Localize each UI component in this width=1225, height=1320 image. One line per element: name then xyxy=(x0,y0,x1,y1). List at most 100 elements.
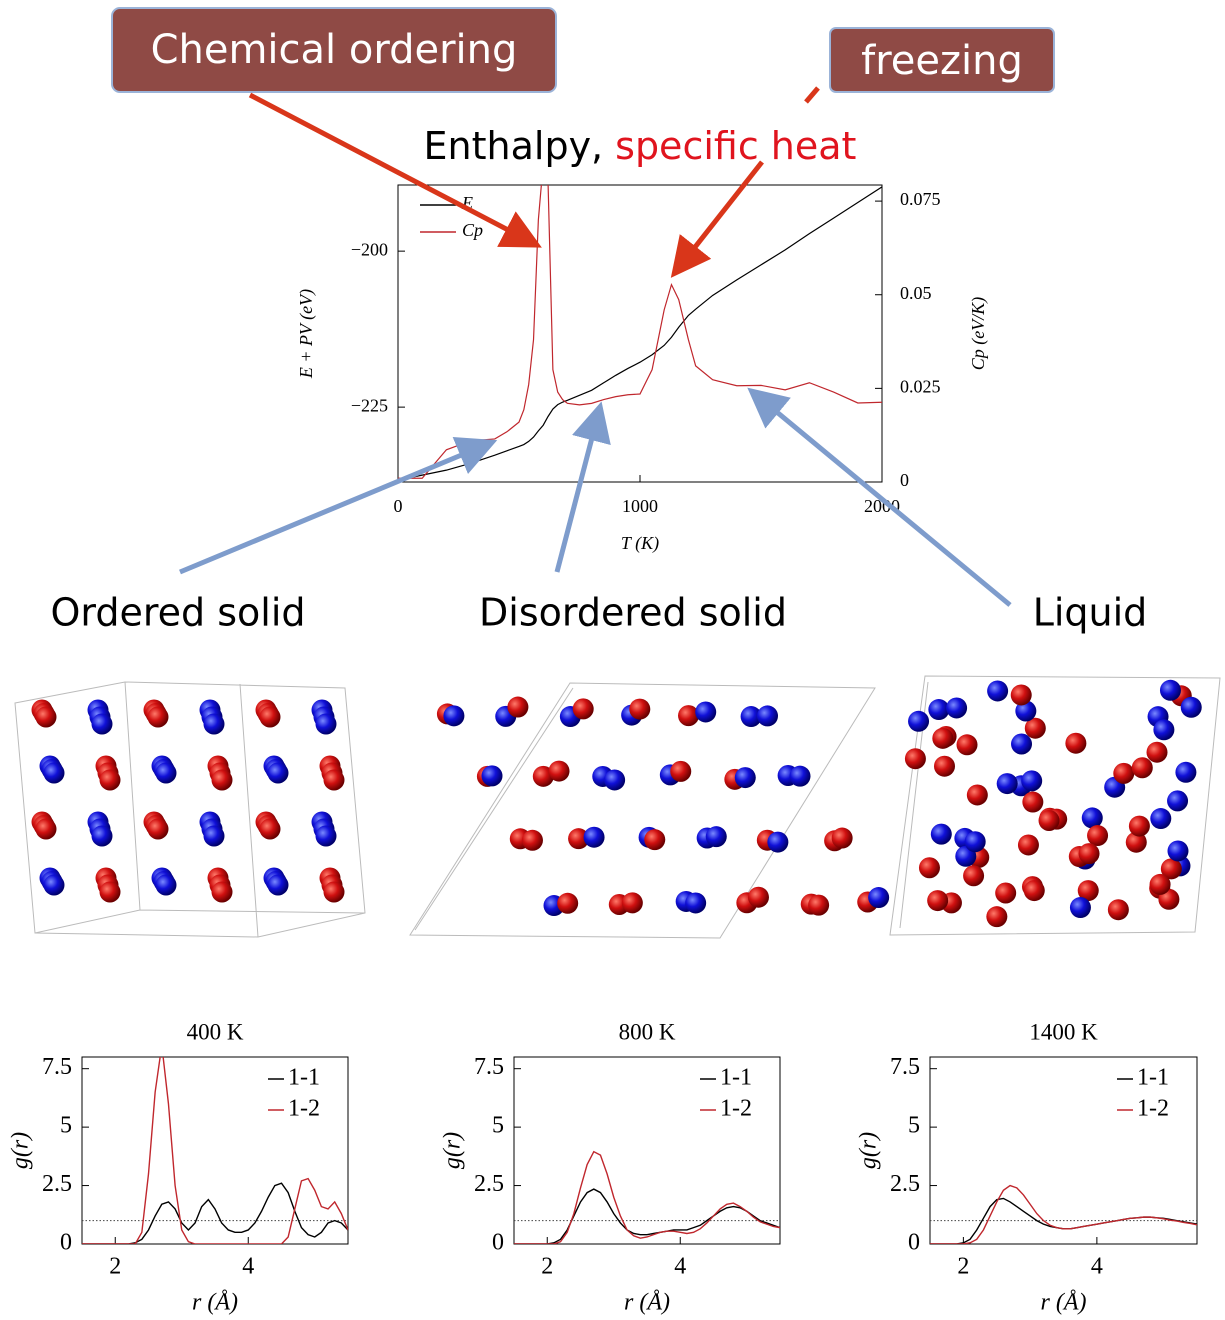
y-axis-label: g(r) xyxy=(856,1132,882,1169)
atom xyxy=(35,706,57,728)
atom xyxy=(1125,831,1147,853)
atom xyxy=(964,831,986,853)
chart: 2 4 0 2.5 5 7.5 1-1 1-2 1400 K r (Å) g(r) xyxy=(856,1019,1198,1316)
atom xyxy=(1180,696,1202,718)
atom xyxy=(927,890,949,912)
x-tick-label: 4 xyxy=(674,1254,686,1280)
atom xyxy=(987,680,1009,702)
atom xyxy=(147,706,169,728)
atom xyxy=(933,755,955,777)
atom xyxy=(443,705,465,727)
atom xyxy=(757,705,779,727)
arrow xyxy=(747,387,1012,607)
atom xyxy=(267,762,289,784)
atom xyxy=(323,769,345,791)
chart-title: Enthalpy, specific heat xyxy=(424,124,857,168)
chart-title: 800 K xyxy=(619,1019,676,1044)
atom xyxy=(1149,873,1171,895)
atom xyxy=(1023,880,1045,902)
x-tick-label: 4 xyxy=(1091,1254,1103,1280)
atom xyxy=(548,760,570,782)
title: Enthalpy, xyxy=(424,124,604,168)
y-axis-label: g(r) xyxy=(8,1132,34,1169)
atom xyxy=(986,906,1008,928)
series-line xyxy=(930,1184,1197,1244)
callout-text: freezing xyxy=(861,38,1023,84)
y-tick-label: 7.5 xyxy=(474,1054,504,1080)
atom xyxy=(740,706,762,728)
callout-box xyxy=(111,7,557,93)
y2-tick-label: 0.05 xyxy=(900,283,932,303)
atom xyxy=(211,769,233,791)
atom xyxy=(1017,834,1039,856)
atom xyxy=(946,697,968,719)
atom xyxy=(705,826,727,848)
atom xyxy=(918,857,940,879)
y2-tick-label: 0.075 xyxy=(900,189,941,209)
y2-axis-label: Cp (eV/K) xyxy=(968,297,989,371)
atom xyxy=(568,828,590,850)
x-axis-label: T (K) xyxy=(621,533,659,554)
arrow xyxy=(670,160,764,278)
atom xyxy=(572,698,594,720)
atom xyxy=(323,881,345,903)
atom xyxy=(557,892,579,914)
atom xyxy=(685,892,707,914)
atom xyxy=(315,825,337,847)
x-tick-label: 2 xyxy=(541,1254,553,1280)
atom xyxy=(99,881,121,903)
y2-tick-label: 0 xyxy=(900,470,909,490)
atom xyxy=(583,826,605,848)
atom xyxy=(259,706,281,728)
atom xyxy=(203,825,225,847)
atom xyxy=(604,769,626,791)
atom xyxy=(147,818,169,840)
atom xyxy=(629,698,651,720)
atom xyxy=(1160,858,1182,880)
chart-title: 400 K xyxy=(187,1019,244,1044)
atom xyxy=(932,727,954,749)
series-line xyxy=(82,1182,348,1244)
arrows xyxy=(179,86,1012,607)
chart: 2 4 0 2.5 5 7.5 1-1 1-2 800 K r (Å) g(r) xyxy=(440,1019,781,1316)
atom xyxy=(678,705,700,727)
arrow xyxy=(179,437,498,575)
legend-label: 1-1 xyxy=(1137,1065,1169,1091)
atom xyxy=(1113,762,1135,784)
atom xyxy=(507,696,529,718)
y-tick-label: −200 xyxy=(351,239,388,259)
atom xyxy=(481,765,503,787)
atom xyxy=(695,701,717,723)
x-tick-label: 2 xyxy=(109,1254,121,1280)
y-tick-label: 0 xyxy=(60,1230,72,1256)
atom xyxy=(1153,719,1175,741)
atom xyxy=(91,713,113,735)
legend-label: 1-2 xyxy=(288,1096,320,1122)
atom xyxy=(908,710,930,732)
atom xyxy=(267,874,289,896)
atom xyxy=(1131,757,1153,779)
atom xyxy=(747,886,769,908)
atom xyxy=(930,823,952,845)
y-tick-label: 2.5 xyxy=(42,1171,72,1197)
x-tick-label: 2 xyxy=(957,1254,969,1280)
atom xyxy=(670,760,692,782)
callout-box xyxy=(829,27,1055,93)
x-axis-label: r (Å) xyxy=(1041,1290,1087,1316)
atom xyxy=(868,887,890,909)
atom xyxy=(1069,897,1091,919)
atom xyxy=(734,767,756,789)
y-tick-label: 5 xyxy=(492,1113,504,1139)
phase-label: Disordered solid xyxy=(479,591,787,635)
cell-outline xyxy=(409,682,876,939)
atom xyxy=(808,894,830,916)
atom xyxy=(996,773,1018,795)
atom xyxy=(1087,825,1109,847)
atom xyxy=(1021,770,1043,792)
atom xyxy=(966,784,988,806)
atom xyxy=(1128,815,1150,837)
y-tick-label: 2.5 xyxy=(890,1171,920,1197)
